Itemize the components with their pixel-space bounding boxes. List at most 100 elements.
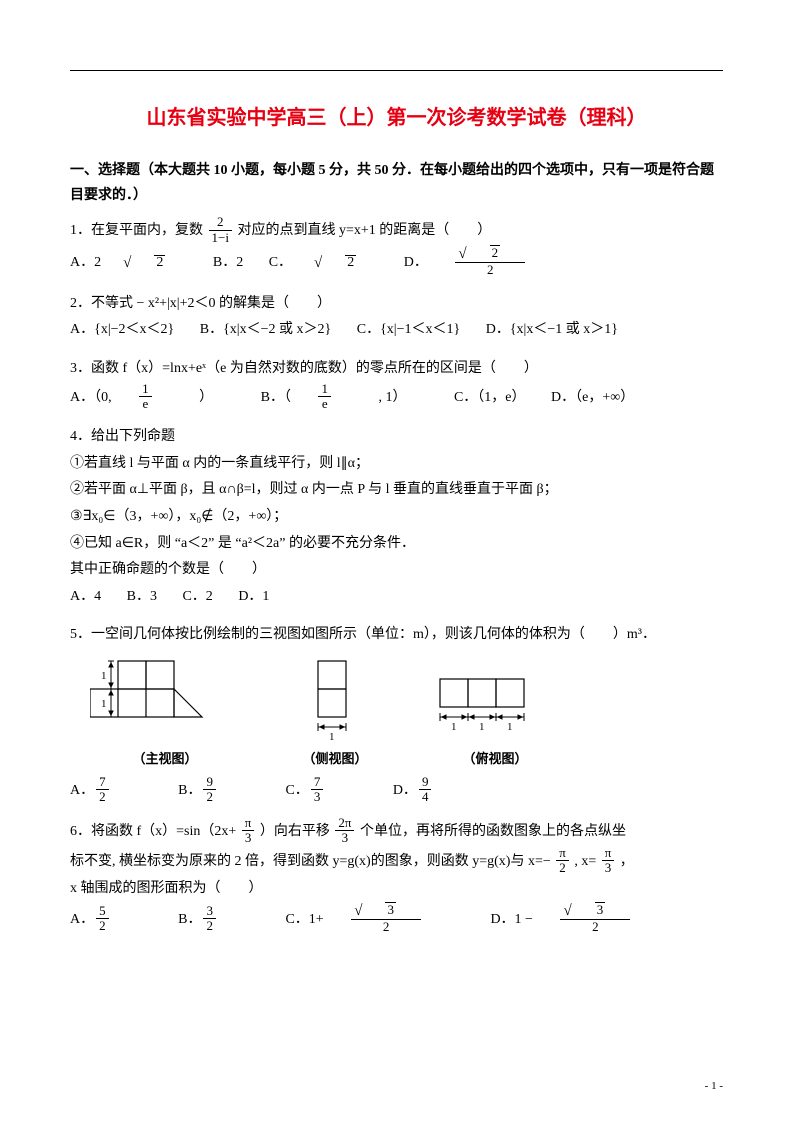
q6-line2-b: , x= <box>574 854 596 869</box>
q6-line3: x 轴围成的图形面积为（ ） <box>70 876 723 903</box>
q1-stem-a: 1．在复平面内，复数 <box>70 223 203 238</box>
q6-stem-b: ）向右平移 <box>260 824 330 839</box>
q5-option-a: A．72 <box>70 783 153 798</box>
opt-text: , 1） <box>378 390 406 405</box>
frac-den: 2 <box>203 790 216 804</box>
radicand: 2 <box>490 245 501 259</box>
frac-num: π <box>602 846 615 861</box>
radicand: 2 <box>345 255 356 270</box>
q1-stem-b: 对应的点到直线 y=x+1 的距离是（ ） <box>237 223 491 238</box>
svg-text:1: 1 <box>101 698 107 710</box>
q6-stem-a: 6．将函数 f（x）=sin（2x+ <box>70 824 236 839</box>
radicand: 3 <box>595 902 606 916</box>
frac-num: 9 <box>419 775 432 790</box>
q6-line2-a: 标不变, 横坐标变为原来的 2 倍，得到函数 y=g(x)的图象，则函数 y=g… <box>70 854 551 869</box>
q2-option-a: A．{x|−2＜x＜2} <box>70 322 174 337</box>
frac-num: 1 <box>318 382 331 397</box>
q1-option-b: B．2 <box>213 255 243 270</box>
q4-line3: ③∃x₀∈（3，+∞），x₀∉（2，+∞）； <box>70 504 723 531</box>
q6-option-b: B．32 <box>178 912 260 927</box>
q3-option-a: A．（0, 1e ） <box>70 390 239 405</box>
frac-den: 2 <box>96 919 109 933</box>
frac-num: 9 <box>203 775 216 790</box>
q5-diagrams: 1 1 （主视图） <box>90 657 723 772</box>
opt-text: C．1+ <box>285 912 323 927</box>
frac-den: 2 <box>351 920 421 934</box>
q2-option-c: C．{x|−1＜x＜1} <box>357 322 460 337</box>
frac-den: 2 <box>203 919 216 933</box>
q3-stem: 3．函数 f（x）=lnx+eˣ（e 为自然对数的底数）的零点所在的区间是（ ） <box>70 356 723 383</box>
svg-text:1: 1 <box>101 670 107 682</box>
svg-text:1: 1 <box>329 731 335 743</box>
q4-line1: ①若直线 l 与平面 α 内的一条直线平行，则 l∥α； <box>70 451 723 478</box>
frac-den: 4 <box>419 790 432 804</box>
main-view: 1 1 （主视图） <box>90 657 240 772</box>
page-number: - 1 - <box>705 1080 723 1092</box>
frac-num: 5 <box>96 904 109 919</box>
q5-stem: 5．一空间几何体按比例绘制的三视图如图所示（单位：m），则该几何体的体积为（ ）… <box>70 622 723 649</box>
svg-text:1: 1 <box>451 721 457 733</box>
side-view-caption: （侧视图） <box>302 747 367 772</box>
frac-den: 1−i <box>209 231 232 245</box>
opt-text: C． <box>269 255 292 270</box>
q6-option-a: A．52 <box>70 912 153 927</box>
frac-den: 3 <box>335 831 354 845</box>
frac-den: 2 <box>455 263 525 277</box>
frac-den: 2 <box>560 920 630 934</box>
side-view: 1 （侧视图） <box>300 657 370 772</box>
opt-text: A．（0, <box>70 390 112 405</box>
top-view: 1 1 1 （俯视图） <box>430 657 560 772</box>
q5-option-b: B．92 <box>178 783 260 798</box>
q1-fraction: 2 1−i <box>209 215 232 245</box>
frac-den: 3 <box>242 831 255 845</box>
svg-text:1: 1 <box>479 721 485 733</box>
opt-text: ） <box>199 390 213 405</box>
frac-den: e <box>139 397 152 411</box>
frac-num: √2 <box>455 245 525 264</box>
q4-option-d: D．1 <box>238 589 269 604</box>
q2-option-b: B．{x|x＜−2 或 x＞2} <box>200 322 331 337</box>
top-rule <box>70 70 723 71</box>
frac-num: 7 <box>96 775 109 790</box>
q4-line4: ④已知 a∈R，则 “a＜2” 是 “a²＜2a” 的必要不充分条件． <box>70 531 723 558</box>
q1-option-a: A．2√2 <box>70 255 191 270</box>
q5-option-c: C．73 <box>285 783 367 798</box>
question-4: 4．给出下列命题 ①若直线 l 与平面 α 内的一条直线平行，则 l∥α； ②若… <box>70 424 723 610</box>
opt-text: D．1 − <box>490 912 533 927</box>
opt-text: B．（ <box>261 390 291 405</box>
question-6: 6．将函数 f（x）=sin（2x+ π3 ）向右平移 2π3 个单位，再将所得… <box>70 817 723 936</box>
frac-den: e <box>318 397 331 411</box>
frac-num: 2 <box>209 215 232 230</box>
q4-stem: 4．给出下列命题 <box>70 424 723 451</box>
q5-option-d: D．94 <box>393 783 476 798</box>
question-2: 2．不等式 − x²+|x|+2＜0 的解集是（ ） A．{x|−2＜x＜2} … <box>70 291 723 344</box>
top-view-caption: （俯视图） <box>462 747 527 772</box>
q2-stem: 2．不等式 − x²+|x|+2＜0 的解集是（ ） <box>70 291 723 318</box>
frac-num: 1 <box>139 382 152 397</box>
q3-option-b: B．（ 1e , 1） <box>261 390 432 405</box>
frac-num: 3 <box>203 904 216 919</box>
doc-title: 山东省实验中学高三（上）第一次诊考数学试卷（理科） <box>70 101 723 130</box>
q4-option-b: B．3 <box>127 589 157 604</box>
q1-option-d: D． √2 2 <box>404 255 569 270</box>
radicand: 2 <box>154 255 165 270</box>
frac-num: 2π <box>335 816 354 831</box>
exam-page: 山东省实验中学高三（上）第一次诊考数学试卷（理科） 一、选择题（本大题共 10 … <box>0 0 793 1122</box>
frac-num: √3 <box>560 902 630 921</box>
q4-line2: ②若平面 α⊥平面 β，且 α∩β=l，则过 α 内一点 P 与 l 垂直的直线… <box>70 477 723 504</box>
question-1: 1．在复平面内，复数 2 1−i 对应的点到直线 y=x+1 的距离是（ ） A… <box>70 216 723 278</box>
frac-num: √3 <box>351 902 421 921</box>
section-heading: 一、选择题（本大题共 10 小题，每小题 5 分，共 50 分．在每小题给出的四… <box>70 158 723 208</box>
opt-text: D． <box>404 255 428 270</box>
frac-den: 3 <box>602 861 615 875</box>
q4-option-a: A．4 <box>70 589 101 604</box>
frac-den: 3 <box>311 790 324 804</box>
q4-option-c: C．2 <box>182 589 212 604</box>
frac-den: 2 <box>96 790 109 804</box>
side-view-svg: 1 <box>300 657 370 743</box>
q6-option-d: D．1 − √32 <box>490 912 674 927</box>
q6-option-c: C．1+ √32 <box>285 912 468 927</box>
q6-line2-c: ， <box>620 854 634 869</box>
q3-option-c: C．（1，e） <box>454 390 526 405</box>
frac-num: 7 <box>311 775 324 790</box>
